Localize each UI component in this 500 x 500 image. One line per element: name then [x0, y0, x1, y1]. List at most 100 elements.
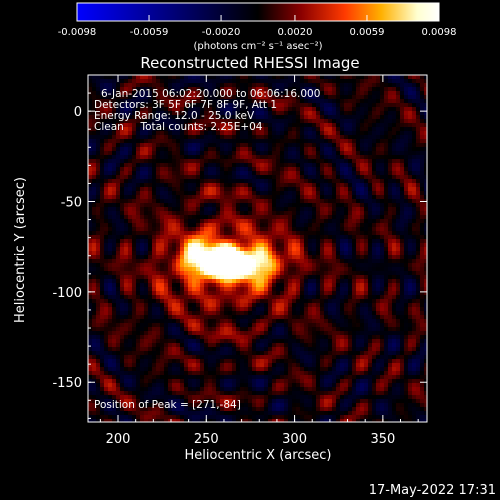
heatmap-cell [196, 291, 201, 296]
heatmap-cell [192, 123, 197, 128]
heatmap-cell [380, 243, 385, 248]
heatmap-cell [324, 223, 329, 228]
heatmap-cell [156, 119, 161, 124]
heatmap-cell [412, 79, 417, 84]
heatmap-cell [128, 287, 133, 292]
heatmap-cell [216, 191, 221, 196]
heatmap-cell [412, 271, 417, 276]
heatmap-cell [280, 159, 285, 164]
heatmap-cell [252, 275, 257, 280]
heatmap-cell [260, 147, 265, 152]
heatmap-cell [108, 235, 113, 240]
heatmap-cell [312, 247, 317, 252]
heatmap-cell [152, 111, 157, 116]
heatmap-cell [132, 275, 137, 280]
heatmap-cell [236, 79, 241, 84]
heatmap-cell [108, 143, 113, 148]
heatmap-cell [412, 99, 417, 104]
heatmap-cell [224, 99, 229, 104]
heatmap-cell [360, 83, 365, 88]
heatmap-cell [388, 119, 393, 124]
heatmap-cell [352, 263, 357, 268]
heatmap-cell [164, 239, 169, 244]
heatmap-cell [208, 155, 213, 160]
heatmap-cell [272, 239, 277, 244]
heatmap-cell [96, 203, 101, 208]
heatmap-cell [260, 179, 265, 184]
heatmap-cell [256, 115, 261, 120]
heatmap-cell [128, 251, 133, 256]
heatmap-cell [384, 275, 389, 280]
heatmap-cell [228, 107, 233, 112]
heatmap-cell [144, 287, 149, 292]
heatmap-cell [100, 83, 105, 88]
heatmap-cell [384, 263, 389, 268]
heatmap-cell [424, 115, 428, 120]
heatmap-cell [392, 103, 397, 108]
heatmap-cell [320, 119, 325, 124]
heatmap-cell [132, 263, 137, 268]
heatmap-cell [172, 183, 177, 188]
heatmap-cell [128, 167, 133, 172]
heatmap-cell [292, 215, 297, 220]
heatmap-cell [100, 223, 105, 228]
heatmap-cell [220, 167, 225, 172]
heatmap-cell [160, 251, 165, 256]
heatmap-cell [316, 187, 321, 192]
heatmap-cell [208, 179, 213, 184]
heatmap-cell [344, 263, 349, 268]
heatmap-cell [88, 295, 93, 300]
heatmap-cell [188, 203, 193, 208]
heatmap-cell [264, 127, 269, 132]
heatmap-cell [380, 167, 385, 172]
heatmap-cell [288, 283, 293, 288]
heatmap-cell [176, 235, 181, 240]
heatmap-cell [240, 155, 245, 160]
heatmap-cell [152, 247, 157, 252]
heatmap-cell [356, 279, 361, 284]
heatmap-cell [288, 303, 293, 308]
heatmap-cell [288, 203, 293, 208]
heatmap-cell [100, 107, 105, 112]
heatmap-cell [348, 239, 353, 244]
heatmap-cell [144, 231, 149, 236]
heatmap-cell [216, 307, 221, 312]
heatmap-cell [336, 223, 341, 228]
heatmap-cell [324, 155, 329, 160]
heatmap-cell [188, 207, 193, 212]
heatmap-cell [96, 259, 101, 264]
heatmap-cell [148, 283, 153, 288]
heatmap-cell [128, 295, 133, 300]
heatmap-cell [312, 299, 317, 304]
heatmap-cell [244, 95, 249, 100]
heatmap-cell [300, 287, 305, 292]
heatmap-cell [300, 167, 305, 172]
heatmap-cell [332, 135, 337, 140]
heatmap-cell [112, 199, 117, 204]
heatmap-cell [312, 159, 317, 164]
heatmap-cell [296, 215, 301, 220]
heatmap-cell [376, 291, 381, 296]
heatmap-cell [236, 219, 241, 224]
heatmap-cell [356, 287, 361, 292]
heatmap-cell [244, 159, 249, 164]
heatmap-cell [264, 291, 269, 296]
heatmap-cell [228, 171, 233, 176]
heatmap-cell [148, 151, 153, 156]
heatmap-cell [260, 115, 265, 120]
heatmap-cell [224, 131, 229, 136]
heatmap-cell [420, 179, 425, 184]
heatmap-cell [280, 131, 285, 136]
heatmap-cell [296, 271, 301, 276]
heatmap-cell [384, 235, 389, 240]
heatmap-cell [200, 295, 205, 300]
heatmap-cell [212, 179, 217, 184]
heatmap-cell [132, 243, 137, 248]
heatmap-cell [396, 103, 401, 108]
heatmap-cell [172, 275, 177, 280]
heatmap-cell [140, 283, 145, 288]
heatmap-cell [156, 291, 161, 296]
heatmap-cell [280, 251, 285, 256]
heatmap-cell [148, 147, 153, 152]
heatmap-cell [184, 119, 189, 124]
